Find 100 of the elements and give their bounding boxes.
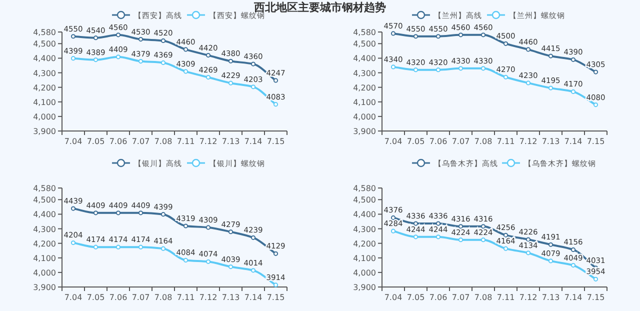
point — [526, 47, 531, 52]
y-tick-label: 4,100 — [33, 98, 56, 107]
point — [138, 36, 144, 42]
y-tick-label: 4,000 — [353, 268, 376, 278]
point — [413, 221, 418, 226]
point — [250, 235, 256, 240]
point — [390, 31, 396, 36]
point — [206, 52, 211, 58]
x-tick-label: 7.13 — [222, 293, 240, 302]
x-tick-label: 7.06 — [109, 137, 128, 146]
y-tick-label: 4,580 — [33, 28, 56, 37]
y-tick-label: 3,900 — [353, 127, 376, 136]
y-tick-label: 4,300 — [33, 224, 56, 234]
point — [390, 64, 396, 70]
point — [480, 32, 486, 38]
y-tick-label: 4,200 — [353, 83, 376, 92]
point — [116, 210, 121, 216]
y-tick-label: 4,400 — [353, 210, 376, 220]
point — [183, 69, 188, 74]
x-tick-label: 7.07 — [132, 293, 150, 302]
x-tick-label: 7.11 — [496, 293, 515, 302]
y-tick-label: 4,100 — [353, 254, 376, 263]
y-tick-label: 4,300 — [33, 68, 56, 78]
point — [413, 34, 418, 39]
point — [160, 38, 166, 44]
y-tick-label: 4,500 — [33, 196, 56, 205]
point — [480, 66, 486, 71]
point — [250, 268, 256, 273]
point — [458, 224, 464, 229]
x-tick-label: 7.15 — [266, 137, 285, 146]
point — [228, 230, 234, 234]
point — [228, 58, 234, 64]
y-tick-label: 3,900 — [33, 283, 56, 292]
x-tick-label: 7.05 — [86, 137, 105, 146]
point — [93, 36, 98, 40]
point — [160, 60, 166, 66]
text: 西北地区主要城市钢材趋势 — [253, 1, 386, 14]
x-tick-label: 7.08 — [474, 293, 492, 302]
x-tick-label: 7.06 — [429, 293, 448, 302]
point — [570, 263, 576, 268]
point — [138, 210, 144, 216]
point — [250, 62, 256, 66]
x-tick-label: 7.15 — [266, 293, 285, 302]
y-tick-label: 4,000 — [33, 268, 56, 278]
y-tick-label: 4,000 — [33, 112, 56, 122]
point — [503, 232, 508, 238]
point — [116, 244, 121, 250]
point — [570, 89, 576, 94]
x-tick-label: 7.04 — [64, 293, 82, 302]
point — [436, 34, 441, 39]
point — [228, 264, 234, 270]
y-tick-label: 4,300 — [353, 68, 376, 78]
point — [390, 215, 396, 220]
y-tick-label: 4,100 — [33, 254, 56, 263]
y-tick-label: 4,400 — [33, 210, 56, 220]
y-tick-label: 4,400 — [33, 54, 56, 64]
y-tick-label: 4,580 — [33, 184, 56, 193]
point — [480, 238, 486, 242]
point — [116, 54, 121, 60]
point — [183, 47, 188, 52]
y-tick-label: 4,100 — [353, 98, 376, 107]
x-tick-label: 7.14 — [564, 137, 582, 146]
x-tick-label: 7.06 — [109, 293, 128, 302]
x-tick-label: 7.07 — [452, 293, 470, 302]
x-tick-label: 7.13 — [542, 137, 560, 146]
y-tick-label: 4,200 — [353, 239, 376, 248]
point — [458, 238, 464, 242]
point — [116, 32, 121, 38]
x-tick-label: 7.14 — [244, 293, 262, 302]
x-tick-label: 7.07 — [132, 137, 150, 146]
point — [570, 247, 576, 252]
x-tick-label: 7.11 — [176, 293, 195, 302]
x-tick-label: 7.13 — [222, 137, 240, 146]
point — [70, 206, 76, 211]
point — [93, 244, 98, 250]
x-tick-label: 7.05 — [406, 293, 425, 302]
point — [503, 246, 508, 251]
point — [206, 225, 211, 230]
x-tick-label: 7.06 — [429, 137, 448, 146]
point — [250, 84, 256, 90]
y-tick-label: 4,580 — [353, 28, 376, 37]
x-tick-label: 7.04 — [64, 137, 82, 146]
point — [436, 68, 441, 72]
y-tick-label: 4,400 — [353, 54, 376, 64]
x-tick-label: 7.11 — [176, 137, 195, 146]
x-tick-label: 7.12 — [199, 137, 218, 146]
point — [138, 58, 144, 64]
point — [390, 228, 396, 234]
point — [593, 102, 598, 108]
point — [548, 258, 554, 264]
x-tick-label: 7.08 — [154, 293, 172, 302]
point — [503, 74, 508, 80]
point — [526, 237, 531, 242]
y-tick-label: 4,200 — [33, 239, 56, 248]
x-tick-label: 7.15 — [586, 137, 605, 146]
point — [458, 66, 464, 71]
point — [273, 282, 278, 288]
x-tick-label: 7.08 — [154, 137, 172, 146]
point — [160, 212, 166, 217]
point — [413, 234, 418, 240]
